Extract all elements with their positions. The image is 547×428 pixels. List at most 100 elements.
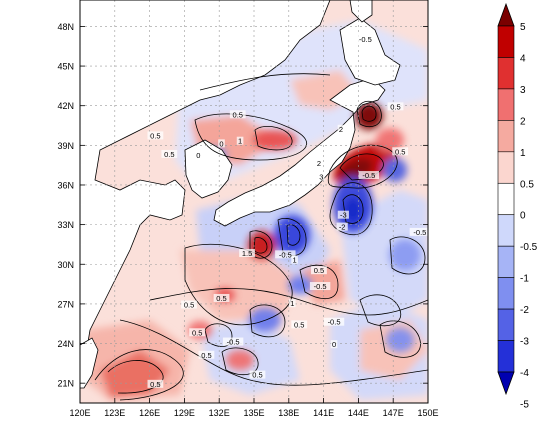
contour-label: -3 (340, 211, 347, 220)
contour-label-bg (309, 282, 331, 291)
lat-label: 42N (57, 101, 74, 111)
contour-label: 2 (339, 125, 343, 134)
colorbar-label: 0 (520, 211, 526, 222)
contour-label: 0.5 (150, 131, 160, 140)
contour-label: 0.5 (395, 147, 405, 156)
contour-label: -2 (339, 223, 346, 232)
contour-label: 1 (293, 256, 297, 265)
colorbar-label: 1 (520, 148, 526, 159)
colorbar-band (497, 277, 515, 310)
colorbar-label: 2 (520, 116, 526, 127)
lon-label: 126E (139, 408, 160, 418)
colorbar-band (497, 57, 515, 90)
contour-label: -0.5 (328, 318, 341, 327)
contour-label-bg (236, 136, 244, 145)
colorbar-min-arrow (497, 371, 515, 396)
contour-label: 0.5 (164, 150, 174, 159)
contour-label: 1 (238, 137, 242, 146)
colorbar-label: 5 (520, 22, 526, 33)
lat-label: 33N (57, 220, 74, 230)
lon-label: 141E (313, 408, 334, 418)
contour-label-bg (218, 139, 225, 148)
contour-label-bg (161, 149, 178, 158)
lat-label: 45N (57, 62, 74, 72)
contour-label: 0.5 (216, 294, 226, 303)
colorbar-label: -0.5 (520, 242, 538, 253)
colorbar-label: -5 (520, 399, 529, 410)
lat-label: 48N (57, 22, 74, 32)
colorbar-label: 3 (520, 85, 526, 96)
contour-label-bg (147, 379, 164, 388)
colorbar-band (497, 88, 515, 121)
contour-label-bg (337, 210, 349, 219)
contour-label: 0.5 (192, 328, 202, 337)
contour-label: 1.5 (242, 249, 252, 258)
lat-label: 39N (57, 141, 74, 151)
contour-label-bg (337, 124, 345, 133)
contour-labels: -0.5 0.5 0.5 0 1 0 0.5 0.5 2 2 3 -0.5 0.5 -3 -2 -0.5 1.5… (147, 34, 431, 389)
lat-label: 24N (57, 339, 74, 349)
contour-label-bg (189, 328, 206, 337)
contour-label-bg (387, 102, 404, 111)
lon-label: 129E (174, 408, 195, 418)
contour-label-bg (229, 110, 246, 119)
colorbar-label: -2 (520, 305, 529, 316)
colorbar-band (497, 308, 515, 341)
lon-label: 120E (69, 408, 90, 418)
colorbar-band (497, 151, 515, 184)
contour-label-bg (195, 151, 202, 160)
contour-label-bg (213, 293, 230, 302)
colorbar-label: -4 (520, 368, 529, 379)
contour-label: 0 (332, 340, 336, 349)
colorbar-band (497, 182, 515, 216)
colorbar-band (497, 214, 515, 247)
contour-label: 0.5 (294, 320, 304, 329)
lon-label: 138E (278, 408, 299, 418)
contour-label-bg (330, 340, 338, 349)
contour-label: 1 (290, 299, 294, 308)
contour-label: -0.5 (362, 171, 375, 180)
contour-label: 0.5 (314, 266, 324, 275)
contour-label: 0 (219, 139, 223, 148)
contour-label-bg (323, 317, 345, 326)
axis-ticks (79, 26, 429, 403)
contour-label: -0.5 (279, 250, 292, 259)
colorbar-label: 4 (520, 53, 526, 64)
contour-label-bg (317, 172, 325, 181)
lat-label: 27N (57, 299, 74, 309)
contour-label: 0.5 (184, 301, 194, 310)
contour-label: -0.5 (314, 282, 327, 291)
contour-label-bg (355, 34, 376, 43)
lat-label: 36N (57, 180, 74, 190)
contour-label: 2 (317, 159, 321, 168)
colorbar-label: 0.5 (520, 179, 534, 190)
lon-label: 132E (209, 408, 230, 418)
contour-label-bg (336, 222, 348, 231)
contour-label-bg (222, 337, 244, 346)
contour-label: 0.5 (150, 380, 160, 389)
contour-label: 0.5 (233, 110, 243, 119)
lon-label: 135E (243, 408, 264, 418)
contour-label: 0.5 (390, 102, 400, 111)
lon-label: 123E (104, 408, 125, 418)
contour-lines (94, 73, 428, 401)
colorbar-band (497, 245, 515, 278)
contour-label-bg (288, 299, 296, 308)
contour-label-bg (198, 350, 215, 359)
contour-label: -0.5 (413, 228, 426, 237)
contour-label-bg (275, 250, 296, 259)
contour-label-bg (291, 320, 308, 329)
colorbar-band (497, 340, 515, 373)
contour-label-bg (249, 370, 266, 379)
contour-label: 3 (319, 172, 323, 181)
contour-label: 0.5 (201, 351, 211, 360)
contour-label-bg (147, 131, 164, 140)
contour-label-bg (315, 159, 323, 168)
contour-label-bg (311, 266, 327, 275)
grid-lines (80, 0, 428, 403)
contour-label-bg (392, 147, 409, 156)
colorbar-label: -3 (520, 337, 529, 348)
lon-label: 147E (383, 408, 404, 418)
colorbar: 5 4 3 2 1 0.5 0 -0.5 -1 -2 -3 -4 -5 (497, 2, 538, 410)
contour-label: 0.5 (252, 371, 262, 380)
